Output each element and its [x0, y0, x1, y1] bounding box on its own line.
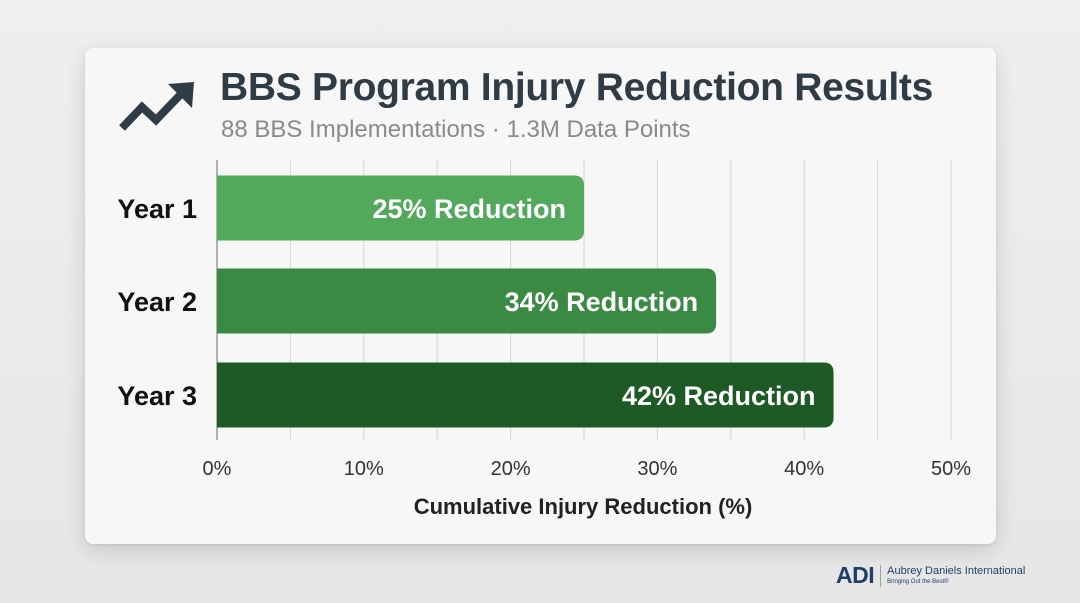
x-tick-label: 10%	[344, 458, 384, 480]
chart-title: BBS Program Injury Reduction Results	[220, 66, 933, 109]
trend-up-arrow-icon	[119, 82, 194, 131]
x-tick-label: 0%	[203, 458, 232, 480]
x-tick-label: 50%	[931, 458, 971, 480]
bar-data-label: 42% Reduction	[622, 381, 816, 411]
bar	[217, 268, 717, 334]
bar-data-label: 25% Reduction	[372, 194, 566, 224]
category-label: Year 3	[117, 381, 197, 411]
category-label: Year 1	[117, 194, 197, 224]
company-logo: ADI Aubrey Daniels International Bringin…	[836, 562, 1025, 589]
x-tick-label: 40%	[784, 458, 824, 480]
x-tick-label: 20%	[491, 458, 531, 480]
bar-data-label: 34% Reduction	[505, 287, 699, 317]
logo-company-name: Aubrey Daniels International	[887, 565, 1026, 577]
chart-subtitle: 88 BBS Implementations · 1.3M Data Point…	[221, 116, 691, 143]
category-label: Year 2	[117, 287, 197, 317]
bar	[217, 362, 834, 428]
logo-tagline: Bringing Out the Best®	[887, 579, 949, 585]
logo-divider	[880, 564, 882, 587]
x-axis-title: Cumulative Injury Reduction (%)	[414, 494, 753, 519]
bar	[217, 175, 584, 241]
x-tick-label: 30%	[637, 458, 677, 480]
logo-mark: ADI	[836, 562, 875, 588]
